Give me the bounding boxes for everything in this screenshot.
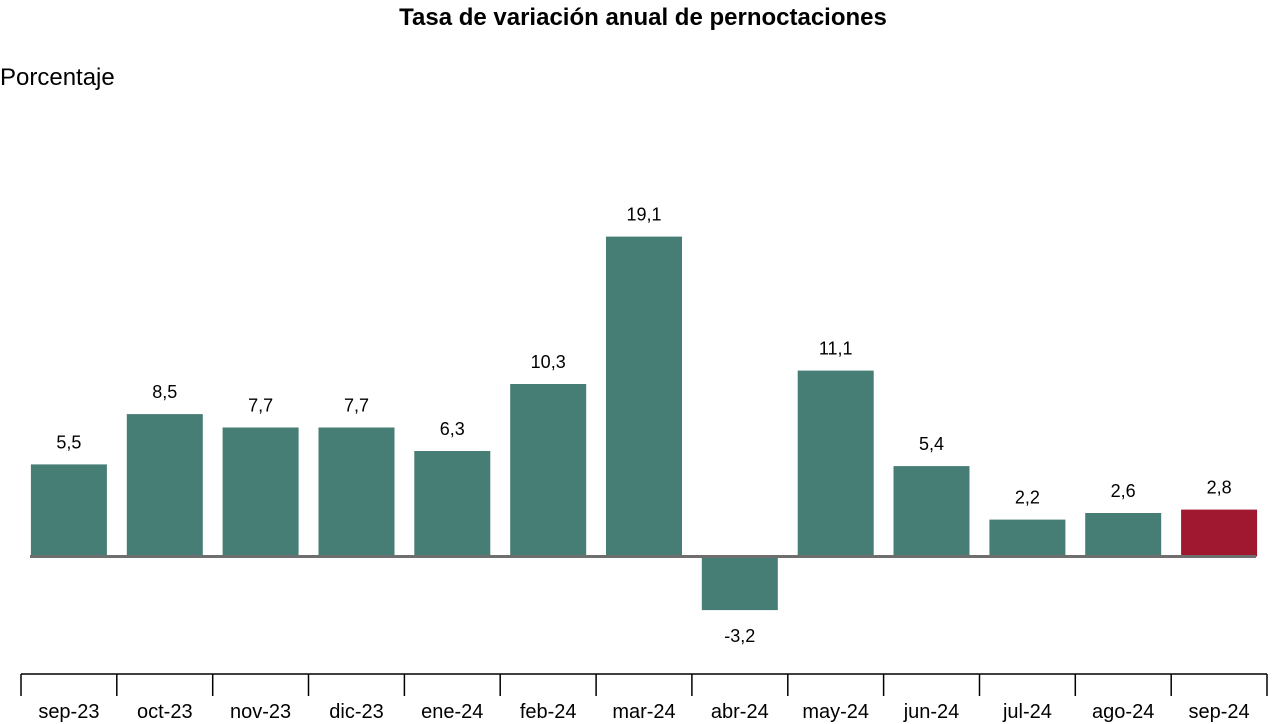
bar-feb-24 (510, 384, 587, 557)
value-label-abr-24: -3,2 (724, 626, 755, 646)
x-tick-label-oct-23: oct-23 (137, 701, 193, 723)
bar-oct-23 (126, 414, 203, 557)
x-tick-label-mar-24: mar-24 (612, 701, 675, 723)
bar-dic-23 (318, 427, 395, 557)
bar-abr-24 (701, 556, 778, 611)
value-label-ene-24: 6,3 (440, 419, 465, 439)
y-axis-label: Porcentaje (0, 64, 115, 91)
bar-jul-24 (989, 519, 1066, 557)
value-labels-layer: 5,5 8,5 7,7 7,7 6,3 10,3 19,1 -3,2 11,1 5,4 2,2 2,6… (56, 205, 1231, 646)
x-tick-label-abr-24: abr-24 (711, 701, 769, 723)
bar-may-24 (797, 370, 874, 557)
x-tick-label-jun-24: jun-24 (903, 701, 960, 723)
x-tick-label-jul-24: jul-24 (1002, 701, 1052, 723)
bars-layer (30, 236, 1258, 611)
value-label-ago-24: 2,6 (1111, 481, 1136, 501)
x-tick-label-ago-24: ago-24 (1092, 701, 1154, 723)
x-tick-label-sep-24: sep-24 (1189, 701, 1250, 723)
x-tick-label-dic-23: dic-23 (329, 701, 383, 723)
x-tick-label-feb-24: feb-24 (520, 701, 577, 723)
bar-mar-24 (606, 236, 682, 557)
value-label-nov-23: 7,7 (248, 396, 273, 416)
x-tick-label-ene-24: ene-24 (421, 701, 483, 723)
x-axis: sep-23 oct-23 nov-23 dic-23 ene-24 feb-24 mar-… (20, 673, 1268, 723)
value-label-mar-24: 19,1 (626, 205, 661, 225)
value-label-oct-23: 8,5 (152, 382, 177, 402)
bar-ene-24 (414, 451, 491, 557)
value-label-jul-24: 2,2 (1015, 488, 1040, 508)
x-tick-label-may-24: may-24 (802, 701, 869, 723)
bar-sep-24 (1181, 509, 1258, 557)
bar-ago-24 (1085, 513, 1162, 557)
x-tick-label-sep-23: sep-23 (38, 701, 99, 723)
value-label-dic-23: 7,7 (344, 396, 369, 416)
x-tick-label-nov-23: nov-23 (230, 701, 291, 723)
bar-jun-24 (893, 466, 970, 557)
value-label-feb-24: 10,3 (531, 352, 566, 372)
value-label-may-24: 11,1 (819, 339, 853, 359)
chart-title: Tasa de variación anual de pernoctacione… (399, 4, 887, 31)
bar-sep-23 (30, 464, 107, 557)
value-label-jun-24: 5,4 (919, 434, 944, 454)
value-label-sep-23: 5,5 (56, 432, 81, 452)
bar-nov-23 (222, 427, 299, 557)
value-label-sep-24: 2,8 (1207, 478, 1232, 498)
